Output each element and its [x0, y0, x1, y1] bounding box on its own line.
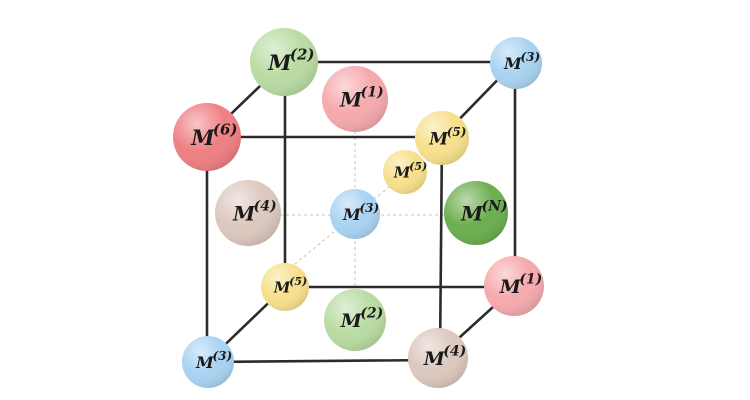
node-top-back-right: M(3): [490, 37, 542, 89]
node-top-back-left: M(2): [250, 28, 318, 96]
node-sphere-shading: [484, 256, 544, 316]
node-bottom-front-left: M(3): [182, 336, 234, 388]
node-label: M: [428, 129, 449, 149]
node-sphere-shading: [182, 336, 234, 388]
node-label: M: [340, 310, 363, 332]
front-face-edges: [205, 135, 444, 364]
node-superscript: (1): [361, 85, 384, 101]
node-label: M: [190, 125, 215, 150]
node-layer: M(2) M(3)M(1)M(6) M(5)M(5)M(4) M(3) M(N)M(5)…: [173, 28, 544, 388]
node-superscript: (3): [359, 201, 379, 215]
node-right-face-center: M(N): [444, 181, 508, 245]
edge-front-bottom: [206, 358, 439, 364]
node-superscript: (2): [360, 306, 383, 322]
node-superscript: (6): [213, 120, 238, 138]
back-face-edges: [283, 60, 517, 289]
node-superscript: (3): [212, 349, 232, 363]
node-superscript: (4): [443, 344, 466, 360]
node-label: M: [195, 353, 215, 372]
node-sphere-shading: [490, 37, 542, 89]
node-label: M: [339, 88, 363, 112]
node-top-face-center: M(1): [322, 66, 388, 132]
node-label: M: [342, 205, 362, 224]
node-top-front-left: M(6): [173, 103, 241, 171]
node-bottom-front-right: M(4): [408, 328, 468, 388]
node-inner-diagonal: M(5): [383, 150, 427, 194]
node-sphere-shading: [383, 150, 427, 194]
node-sphere-shading: [215, 180, 281, 246]
node-superscript: (5): [289, 275, 307, 288]
node-superscript: (N): [482, 199, 508, 215]
node-sphere-shading: [250, 28, 318, 96]
node-superscript: (2): [290, 45, 315, 63]
node-label: M: [273, 279, 291, 297]
node-label: M: [503, 54, 523, 73]
node-superscript: (4): [254, 199, 277, 215]
node-sphere-shading: [408, 328, 468, 388]
node-sphere-shading: [261, 263, 309, 311]
node-top-front-right: M(5): [415, 111, 469, 165]
node-body-center: M(3): [330, 189, 380, 239]
node-label: M: [267, 50, 292, 75]
node-superscript: (1): [519, 272, 542, 288]
node-sphere-shading: [322, 66, 388, 132]
edge-front-right: [438, 136, 444, 358]
node-sphere-shading: [173, 103, 241, 171]
node-superscript: (3): [520, 50, 540, 64]
node-superscript: (5): [447, 125, 467, 139]
node-label: M: [460, 202, 484, 226]
node-label: M: [499, 276, 522, 298]
node-superscript: (5): [409, 160, 427, 173]
node-bottom-face-center: M(2): [324, 289, 386, 351]
node-left-face-center: M(4): [215, 180, 281, 246]
node-sphere-shading: [444, 181, 508, 245]
node-bottom-back-right: M(1): [484, 256, 544, 316]
node-sphere-shading: [415, 111, 469, 165]
node-label: M: [423, 348, 446, 370]
node-label: M: [232, 202, 256, 226]
node-sphere-shading: [324, 289, 386, 351]
node-bottom-back-left: M(5): [261, 263, 309, 311]
node-sphere-shading: [330, 189, 380, 239]
node-label: M: [393, 164, 411, 182]
